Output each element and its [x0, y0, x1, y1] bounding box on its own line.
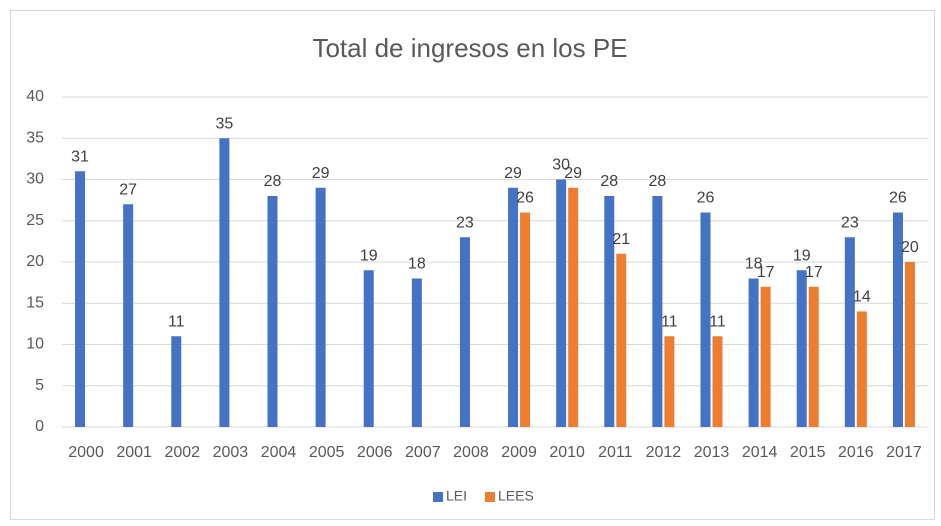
y-tick-label: 10	[26, 336, 44, 353]
data-label: 18	[408, 256, 426, 273]
y-tick-label: 15	[26, 294, 44, 311]
legend-swatch	[433, 492, 443, 502]
data-label: 23	[456, 214, 474, 231]
legend-label: LEI	[446, 488, 467, 504]
y-tick-label: 5	[35, 377, 44, 394]
bar	[652, 196, 663, 427]
bar	[363, 270, 374, 427]
data-label: 11	[661, 313, 678, 330]
data-label: 11	[168, 313, 185, 330]
data-label: 27	[119, 181, 137, 198]
x-tick-label: 2002	[164, 444, 200, 461]
data-label: 30	[552, 157, 570, 174]
data-label: 14	[853, 289, 871, 306]
bar	[123, 204, 134, 427]
data-label: 29	[312, 165, 330, 182]
bar	[411, 278, 422, 427]
bar	[844, 237, 855, 427]
y-tick-label: 40	[26, 88, 44, 105]
data-label: 28	[600, 173, 618, 190]
data-label: 29	[564, 165, 582, 182]
x-tick-label: 2009	[501, 444, 537, 461]
x-tick-label: 2005	[309, 444, 345, 461]
x-tick-label: 2011	[598, 444, 633, 461]
bar	[856, 311, 867, 427]
bar	[267, 196, 278, 427]
x-tick-label: 2006	[357, 444, 393, 461]
x-tick-label: 2015	[790, 444, 826, 461]
legend-swatch	[485, 492, 496, 502]
data-label: 28	[648, 173, 666, 190]
chart-frame	[10, 10, 935, 520]
chart-title: Total de ingresos en los PE	[312, 33, 627, 63]
bar	[748, 278, 759, 427]
bar	[520, 212, 531, 427]
y-tick-label: 20	[26, 253, 44, 270]
bar	[75, 171, 86, 427]
x-tick-label: 2007	[405, 444, 441, 461]
bar	[459, 237, 470, 427]
data-label: 21	[612, 231, 630, 248]
bar	[219, 138, 230, 427]
bar	[808, 286, 819, 427]
bar	[700, 212, 711, 427]
data-label: 29	[504, 165, 522, 182]
data-label: 31	[71, 148, 89, 165]
y-tick-label: 0	[35, 418, 44, 435]
data-label: 23	[841, 214, 859, 231]
data-label: 11	[709, 313, 726, 330]
x-tick-label: 2017	[886, 444, 922, 461]
bar	[664, 336, 675, 427]
bar	[508, 187, 519, 427]
legend-label: LEES	[498, 488, 534, 504]
data-label: 35	[215, 115, 233, 132]
bar	[904, 262, 915, 427]
data-label: 19	[793, 247, 811, 264]
data-label: 26	[516, 190, 534, 207]
x-tick-label: 2001	[116, 444, 152, 461]
bar	[760, 286, 771, 427]
bar	[616, 253, 627, 427]
x-tick-label: 2012	[646, 444, 682, 461]
x-tick-label: 2008	[453, 444, 489, 461]
x-tick-label: 2010	[549, 444, 585, 461]
y-tick-label: 25	[26, 212, 44, 229]
bar	[315, 187, 326, 427]
bar	[712, 336, 723, 427]
x-tick-label: 2003	[213, 444, 249, 461]
data-label: 28	[264, 173, 282, 190]
data-label: 18	[745, 256, 763, 273]
data-label: 26	[889, 190, 907, 207]
data-label: 17	[805, 264, 823, 281]
data-label: 20	[901, 239, 919, 256]
bar	[171, 336, 182, 427]
bar	[568, 187, 579, 427]
data-label: 26	[697, 190, 715, 207]
y-tick-label: 30	[26, 171, 44, 188]
y-tick-label: 35	[26, 129, 44, 146]
data-label: 19	[360, 247, 378, 264]
bar	[892, 212, 903, 427]
x-tick-label: 2014	[742, 444, 778, 461]
x-tick-label: 2013	[694, 444, 730, 461]
bar	[556, 179, 567, 427]
x-tick-label: 2004	[261, 444, 297, 461]
x-tick-label: 2016	[838, 444, 874, 461]
x-tick-label: 2000	[68, 444, 104, 461]
bar	[796, 270, 807, 427]
data-label: 17	[757, 264, 775, 281]
bar	[604, 196, 615, 427]
